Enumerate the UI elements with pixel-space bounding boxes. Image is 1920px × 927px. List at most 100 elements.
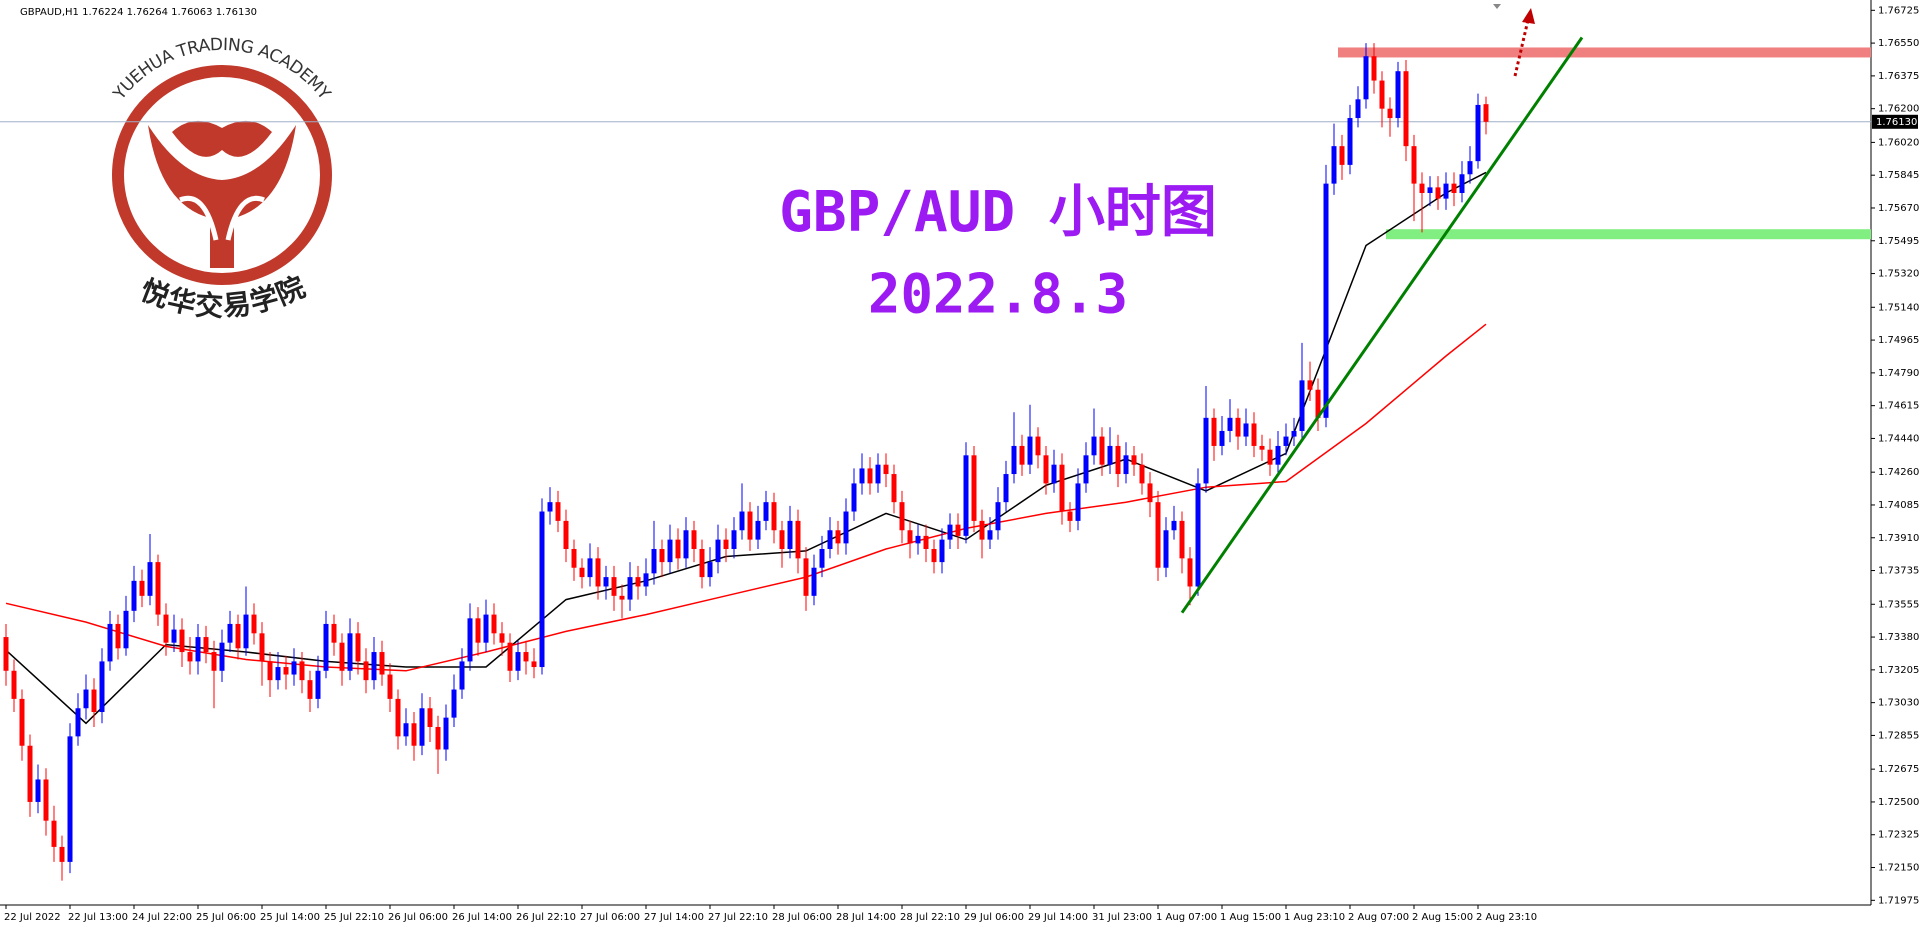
candle-body	[147, 562, 153, 596]
candle-body	[371, 652, 377, 681]
candle-body	[203, 637, 209, 653]
y-tick-label: 1.73910	[1878, 533, 1919, 544]
candle-body	[587, 558, 593, 578]
candle-body	[1123, 455, 1129, 475]
y-tick-label: 1.73380	[1878, 632, 1919, 643]
candle-body	[683, 530, 689, 559]
x-tick-label: 27 Jul 14:00	[644, 912, 704, 923]
candle-body	[635, 577, 641, 587]
chart-title: GBP/AUD 小时图	[779, 180, 1217, 245]
candle-body	[1411, 146, 1417, 184]
candle-body	[1131, 455, 1137, 465]
candle-body	[1395, 71, 1401, 119]
candle-body	[1299, 380, 1305, 431]
candle-body	[259, 633, 265, 662]
candle-body	[619, 595, 625, 600]
candle-body	[387, 674, 393, 699]
candle-body	[1355, 99, 1361, 119]
candle-body	[795, 520, 801, 559]
candle-body	[171, 629, 177, 643]
candle-body	[1467, 161, 1473, 175]
candle-body	[1435, 187, 1441, 199]
candle-body	[699, 548, 705, 578]
candle-body	[1051, 464, 1057, 484]
candle-body	[11, 670, 17, 699]
candle-body	[1187, 558, 1193, 587]
y-tick-label: 1.72675	[1878, 764, 1919, 775]
candle-body	[251, 614, 257, 634]
candle-body	[427, 708, 433, 727]
candle-body	[1371, 56, 1377, 81]
candle-body	[875, 464, 881, 484]
y-tick-label: 1.75495	[1878, 236, 1919, 247]
x-tick-label: 2 Aug 23:10	[1476, 912, 1537, 923]
candle-body	[1171, 520, 1177, 531]
candle-body	[907, 530, 913, 544]
x-tick-label: 22 Jul 2022	[4, 912, 61, 923]
y-tick-label: 1.73205	[1878, 665, 1919, 676]
candle-body	[1195, 483, 1201, 587]
y-tick-label: 1.73555	[1878, 599, 1919, 610]
candle-body	[1275, 445, 1281, 465]
y-tick-label: 1.74085	[1878, 500, 1919, 511]
candle-body	[1083, 455, 1089, 484]
candle-body	[1067, 511, 1073, 521]
candle-body	[891, 474, 897, 503]
logo-ring	[112, 65, 332, 285]
candle-body	[1035, 436, 1041, 456]
candle-body	[715, 539, 721, 563]
target-arrow-head	[1522, 8, 1535, 24]
candle-body	[851, 483, 857, 512]
candle-body	[835, 530, 841, 544]
candle-body	[1427, 187, 1433, 193]
candle-body	[307, 680, 313, 699]
candle-body	[747, 511, 753, 540]
x-tick-label: 25 Jul 22:10	[324, 912, 384, 923]
candle-body	[1283, 436, 1289, 446]
candle-body	[827, 530, 833, 549]
candle-body	[603, 577, 609, 587]
candle-body	[43, 779, 49, 821]
candle-body	[723, 539, 729, 549]
x-tick-label: 27 Jul 22:10	[708, 912, 768, 923]
candle-body	[763, 502, 769, 521]
candle-body	[139, 580, 145, 596]
y-tick-label: 1.76200	[1878, 104, 1919, 115]
candle-body	[1003, 474, 1009, 503]
y-tick-label: 1.74440	[1878, 433, 1919, 444]
candle-body	[627, 577, 633, 600]
candle-body	[667, 539, 673, 563]
candle-body	[563, 520, 569, 549]
candle-body	[115, 623, 121, 649]
x-tick-label: 22 Jul 13:00	[68, 912, 128, 923]
candle-body	[1291, 430, 1297, 437]
candle-body	[1179, 520, 1185, 559]
candle-body	[1075, 483, 1081, 521]
candle-body	[1211, 417, 1217, 446]
candle-body	[267, 661, 273, 681]
candle-body	[867, 468, 873, 484]
candle-body	[299, 661, 305, 681]
candle-body	[1059, 464, 1065, 512]
candle-body	[1475, 104, 1481, 162]
candle-body	[1227, 417, 1233, 431]
candle-body	[1243, 423, 1249, 437]
y-tick-label: 1.72325	[1878, 830, 1919, 841]
candle-body	[83, 689, 89, 709]
candle-body	[27, 745, 33, 802]
candle-body	[275, 667, 281, 681]
candle-body	[955, 524, 961, 536]
candle-body	[571, 548, 577, 568]
x-tick-label: 2 Aug 15:00	[1412, 912, 1473, 923]
candle-body	[1139, 464, 1145, 484]
current-price-box	[1872, 114, 1918, 129]
candle-body	[523, 652, 529, 662]
candle-body	[1099, 436, 1105, 465]
candle-body	[1251, 423, 1257, 446]
candle-body	[803, 558, 809, 596]
candle-body	[1347, 118, 1353, 165]
x-tick-label: 31 Jul 23:00	[1092, 912, 1152, 923]
x-tick-label: 28 Jul 14:00	[836, 912, 896, 923]
